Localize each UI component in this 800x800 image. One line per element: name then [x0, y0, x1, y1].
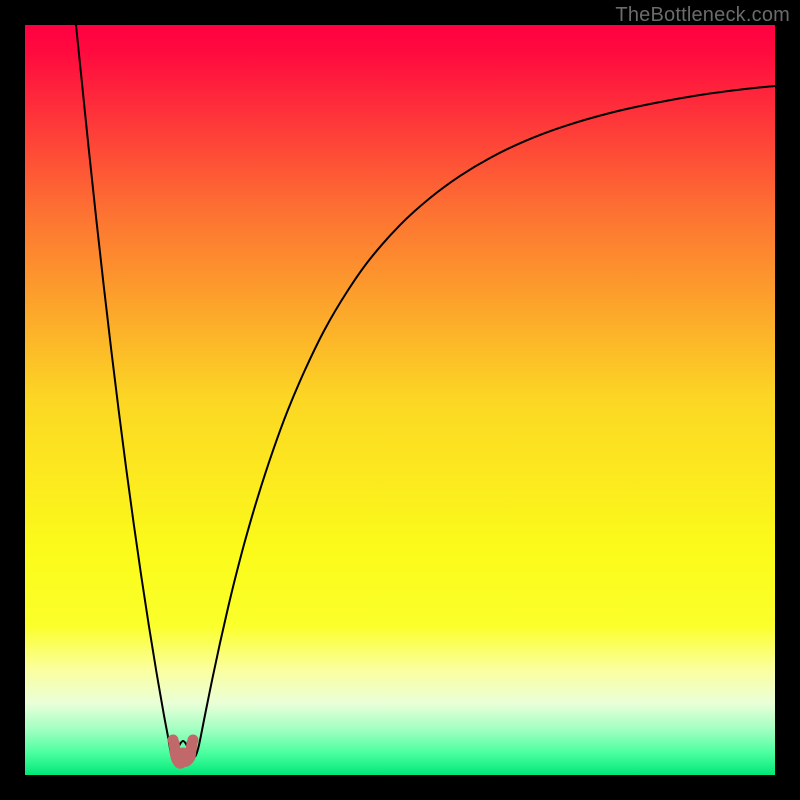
attribution-label: TheBottleneck.com	[615, 4, 790, 27]
bottleneck-chart: TheBottleneck.com	[0, 0, 800, 800]
chart-gradient-background	[25, 25, 775, 775]
chart-canvas	[0, 0, 800, 800]
